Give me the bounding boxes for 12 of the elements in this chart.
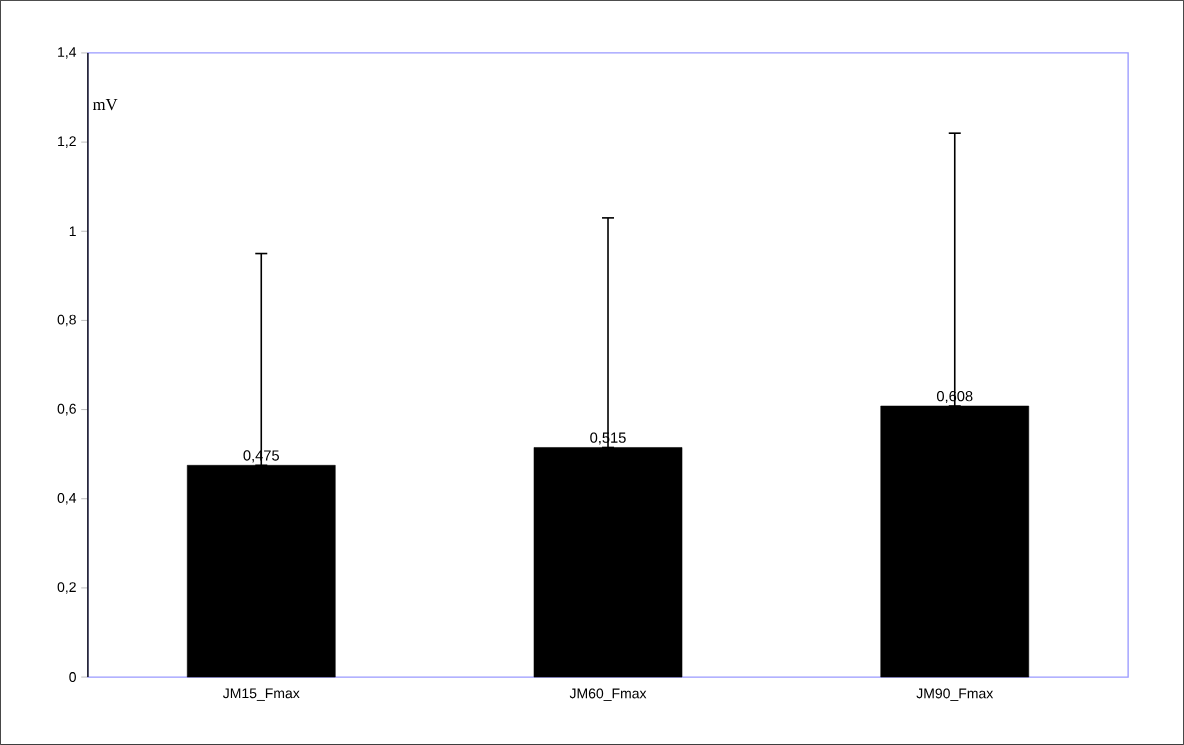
y-tick-label: 1 [69, 226, 76, 237]
y-tick-label: 0,8 [57, 314, 76, 327]
annotation: mV [92, 99, 118, 111]
y-tick-label: 0,4 [57, 492, 77, 505]
y-tick-label: 1,4 [58, 47, 77, 59]
x-tick-label: JM90_Fmax [916, 688, 994, 702]
x-tick-label: JM15_Fmax [222, 688, 300, 701]
y-tick-label: 1,2 [58, 136, 76, 148]
y-tick-label: 0 [69, 672, 76, 683]
y-tick-label: 0,6 [57, 403, 76, 416]
x-tick-label: JM60_Fmax [569, 688, 647, 702]
y-tick-label: 0,2 [57, 582, 76, 594]
